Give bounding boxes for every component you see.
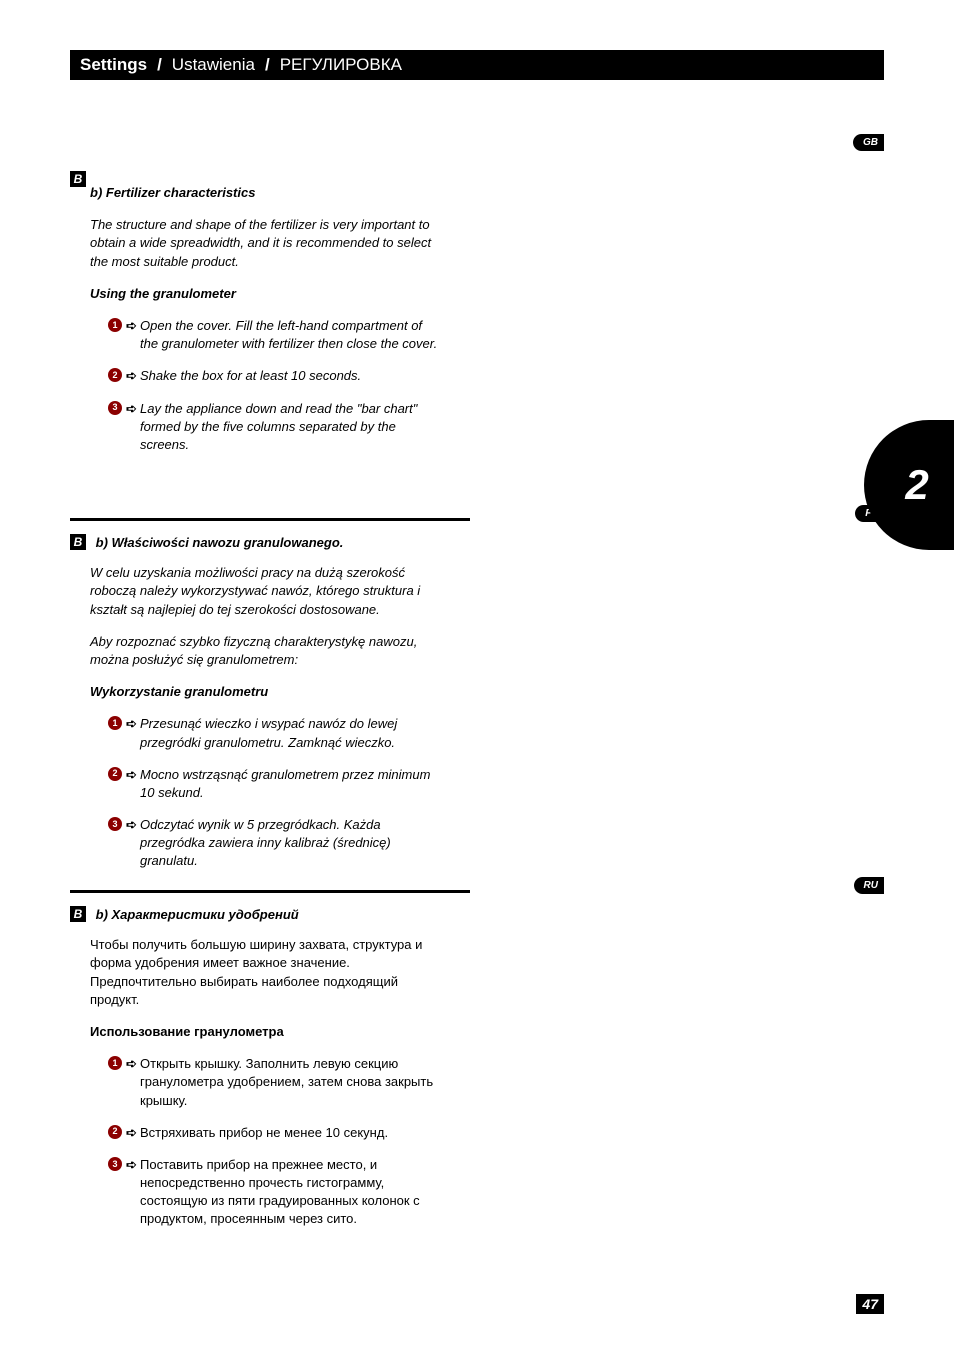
gb-step-1: 1 ➪Open the cover. Fill the left-hand com… bbox=[108, 317, 440, 353]
pl-subhead: Wykorzystanie granulometru bbox=[90, 683, 440, 701]
gb-step-2: 2 ➪Shake the box for at least 10 seconds. bbox=[108, 367, 440, 385]
pl-step-text-3: Odczytać wynik w 5 przegródkach. Każda p… bbox=[140, 817, 391, 868]
pl-intro-1: W celu uzyskania możliwości pracy na duż… bbox=[90, 564, 440, 619]
pl-step-3: 3 ➪Odczytać wynik w 5 przegródkach. Każda… bbox=[108, 816, 440, 871]
arrow-icon: ➪ bbox=[126, 715, 137, 733]
gb-step-text-3: Lay the appliance down and read the "bar… bbox=[140, 401, 417, 452]
gb-steps: 1➪Open the cover. Fill the left-hand com… bbox=[90, 317, 440, 454]
pl-heading: b) Właściwości nawozu granulowanego. bbox=[96, 535, 344, 550]
pl-intro-2: Aby rozpoznać szybko fizyczną charaktery… bbox=[90, 633, 440, 669]
ru-intro: Чтобы получить большую ширину захвата, с… bbox=[90, 936, 450, 1009]
ru-step-text-1: Открыть крышку. Заполнить левую секцию г… bbox=[140, 1056, 433, 1107]
ru-steps: 1➪Открыть крышку. Заполнить левую секцию… bbox=[90, 1055, 450, 1229]
ru-step-3: 3 ➪Поставить прибор на прежнее место, и н… bbox=[108, 1156, 450, 1229]
arrow-icon: ➪ bbox=[126, 1124, 137, 1142]
arrow-icon: ➪ bbox=[126, 317, 137, 335]
ru-heading: b) Характеристики удобрений bbox=[96, 907, 299, 922]
chapter-number: 2 bbox=[905, 461, 928, 509]
arrow-icon: ➪ bbox=[126, 766, 137, 784]
step-num-icon: 2 bbox=[108, 1125, 122, 1139]
ru-step-2: 2 ➪Встряхивать прибор не менее 10 секунд. bbox=[108, 1124, 450, 1142]
pl-steps: 1➪Przesunąć wieczko i wsypać nawóz do le… bbox=[90, 715, 440, 870]
lang-tab-gb: GB bbox=[853, 134, 884, 151]
arrow-icon: ➪ bbox=[126, 400, 137, 418]
header-slash-2: / bbox=[265, 55, 270, 75]
step-num-icon: 3 bbox=[108, 817, 122, 831]
pl-step-text-2: Mocno wstrząsnąć granulometrem przez min… bbox=[140, 767, 430, 800]
arrow-icon: ➪ bbox=[126, 1055, 137, 1073]
ru-step-text-2: Встряхивать прибор не менее 10 секунд. bbox=[140, 1125, 388, 1140]
header-title-ru: РЕГУЛИРОВКА bbox=[280, 55, 402, 75]
step-num-icon: 1 bbox=[108, 716, 122, 730]
gb-intro: The structure and shape of the fertilize… bbox=[90, 216, 440, 271]
step-num-icon: 2 bbox=[108, 767, 122, 781]
ru-subhead: Использование гранулометра bbox=[90, 1023, 450, 1041]
ru-step-1: 1 ➪Открыть крышку. Заполнить левую секцию… bbox=[108, 1055, 450, 1110]
step-num-icon: 3 bbox=[108, 401, 122, 415]
pl-step-2: 2 ➪Mocno wstrząsnąć granulometrem przez m… bbox=[108, 766, 440, 802]
header-bar: Settings / Ustawienia / РЕГУЛИРОВКА bbox=[70, 50, 884, 80]
section-marker-b-ru: B bbox=[70, 906, 86, 922]
pl-content: B b) Właściwości nawozu granulowanego. W… bbox=[70, 534, 440, 885]
header-slash-1: / bbox=[157, 55, 162, 75]
step-num-icon: 3 bbox=[108, 1157, 122, 1171]
ru-step-text-3: Поставить прибор на прежнее место, и неп… bbox=[140, 1157, 420, 1227]
section-marker-b-pl: B bbox=[70, 534, 86, 550]
gb-content: b) Fertilizer characteristics The struct… bbox=[90, 184, 440, 468]
arrow-icon: ➪ bbox=[126, 816, 137, 834]
arrow-icon: ➪ bbox=[126, 367, 137, 385]
divider-ru bbox=[70, 890, 470, 893]
gb-heading: b) Fertilizer characteristics bbox=[90, 184, 440, 202]
divider-pl bbox=[70, 518, 470, 521]
pl-step-1: 1 ➪Przesunąć wieczko i wsypać nawóz do le… bbox=[108, 715, 440, 751]
lang-tab-ru: RU bbox=[854, 877, 884, 894]
gb-step-text-2: Shake the box for at least 10 seconds. bbox=[140, 368, 361, 383]
gb-section-marker-wrap: B bbox=[70, 170, 86, 188]
arrow-icon: ➪ bbox=[126, 1156, 137, 1174]
gb-step-text-1: Open the cover. Fill the left-hand compa… bbox=[140, 318, 437, 351]
header-title-en: Settings bbox=[80, 55, 147, 75]
gb-step-3: 3 ➪Lay the appliance down and read the "b… bbox=[108, 400, 440, 455]
gb-subhead: Using the granulometer bbox=[90, 285, 440, 303]
ru-content: B b) Характеристики удобрений Чтобы полу… bbox=[70, 906, 450, 1243]
step-num-icon: 1 bbox=[108, 318, 122, 332]
header-title-pl: Ustawienia bbox=[172, 55, 255, 75]
section-marker-b-gb: B bbox=[70, 171, 86, 187]
pl-step-text-1: Przesunąć wieczko i wsypać nawóz do lewe… bbox=[140, 716, 397, 749]
page-number: 47 bbox=[856, 1294, 884, 1314]
step-num-icon: 2 bbox=[108, 368, 122, 382]
chapter-tab: 2 bbox=[864, 420, 954, 550]
step-num-icon: 1 bbox=[108, 1056, 122, 1070]
